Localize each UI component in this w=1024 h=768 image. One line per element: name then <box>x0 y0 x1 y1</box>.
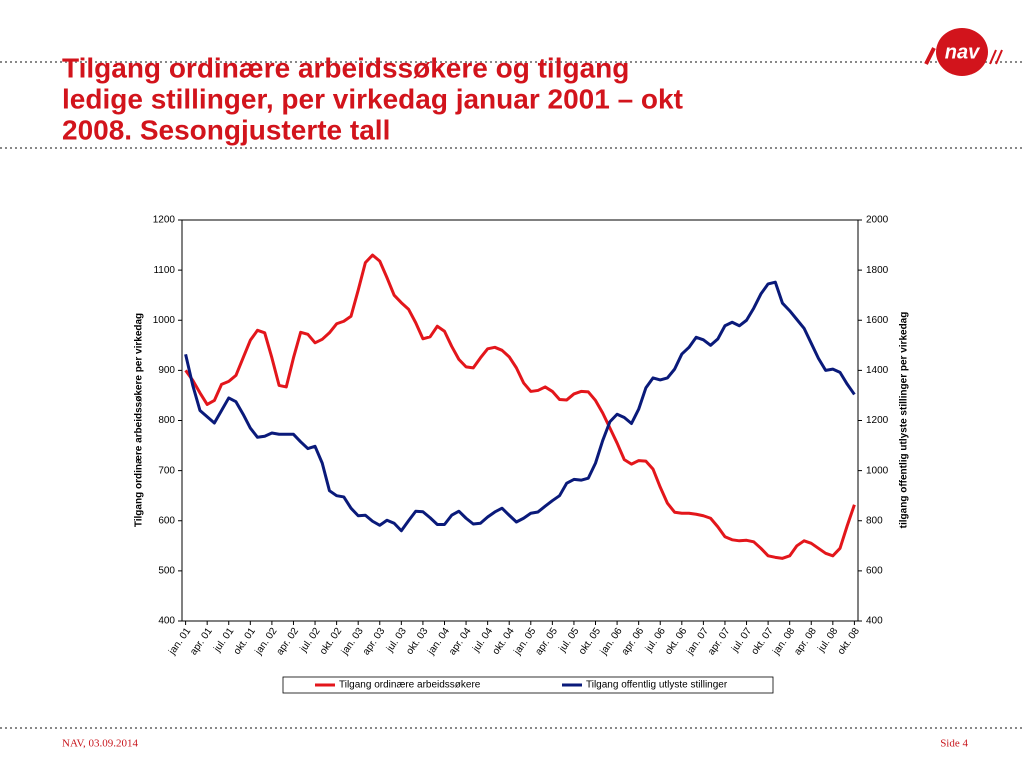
logo-slash <box>989 49 1003 65</box>
x-tick-label: apr. 02 <box>275 626 302 658</box>
y2-tick-label: 1000 <box>866 465 889 476</box>
y-tick-label: 500 <box>158 566 175 577</box>
title-line: 2008. Sesongjusterte tall <box>62 114 390 145</box>
y2-tick-label: 2000 <box>866 215 889 226</box>
legend <box>282 676 774 694</box>
plot-area <box>181 219 859 622</box>
y-axis-label: Tilgang ordinære arbeidssøkere per virke… <box>134 313 145 527</box>
series-line <box>184 280 856 533</box>
x-tick-label: apr. 07 <box>706 626 733 658</box>
y-tick-label: 400 <box>158 616 175 627</box>
y2-tick-label: 1400 <box>866 365 889 376</box>
footer-left: NAV, 03.09.2014 <box>62 738 138 750</box>
y2-axis-label: tilgang offentlig utlyste stillinger per… <box>899 312 910 529</box>
x-tick-label: apr. 08 <box>792 626 819 658</box>
footer-right: Side 4 <box>940 738 968 750</box>
series-line <box>184 253 856 560</box>
y2-tick-label: 1200 <box>866 415 889 426</box>
x-tick-label: apr. 06 <box>620 626 647 658</box>
logo-text: nav <box>945 41 981 63</box>
title-line: Tilgang ordinære arbeidssøkere og tilgan… <box>62 52 629 83</box>
y2-tick-label: 1600 <box>866 315 889 326</box>
x-tick-label: apr. 04 <box>447 626 474 658</box>
y-tick-label: 700 <box>158 465 175 476</box>
y-tick-label: 1000 <box>153 315 176 326</box>
logo-circle <box>936 28 988 76</box>
title-line: ledige stillinger, per virkedag januar 2… <box>62 83 683 114</box>
x-tick-label: apr. 05 <box>533 626 560 658</box>
x-tick-label: apr. 03 <box>361 626 388 658</box>
y-tick-label: 800 <box>158 415 175 426</box>
logo: nav <box>924 28 1003 76</box>
y-tick-label: 600 <box>158 515 175 526</box>
y2-tick-label: 800 <box>866 515 883 526</box>
x-tick-label: apr. 01 <box>188 626 215 658</box>
y-tick-label: 900 <box>158 365 175 376</box>
legend-label: Tilgang offentlig utlyste stillinger <box>586 680 728 691</box>
y-tick-label: 1100 <box>153 265 175 276</box>
legend-label: Tilgang ordinære arbeidssøkere <box>339 680 481 691</box>
y-tick-label: 1200 <box>153 215 176 226</box>
x-tick-label: okt. 08 <box>836 626 862 657</box>
y2-tick-label: 1800 <box>866 265 889 276</box>
y2-tick-label: 400 <box>866 616 883 627</box>
logo-slash <box>924 47 936 65</box>
y2-tick-label: 600 <box>866 566 883 577</box>
